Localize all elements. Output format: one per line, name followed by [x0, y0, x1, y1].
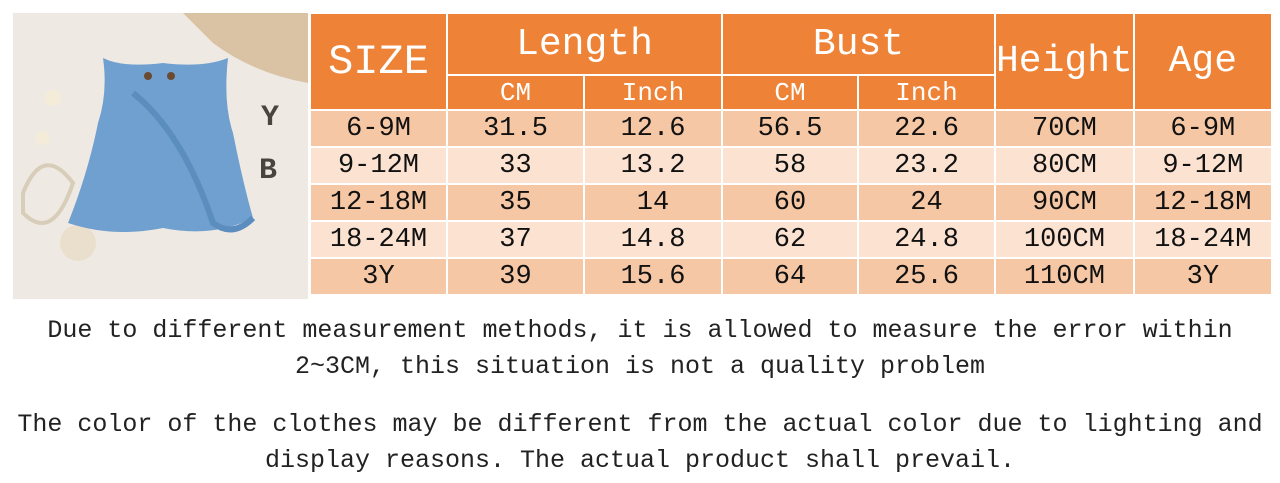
header-cell: Bust — [721, 12, 996, 76]
table-cell: 24.8 — [857, 220, 996, 259]
table-row: 18-24M 37 14.8 62 24.8 100CM 18-24M — [309, 220, 1273, 259]
subheader-cell: Inch — [583, 74, 723, 111]
table-cell: 37 — [446, 220, 585, 259]
subheader-row: CM Inch CM Inch — [310, 74, 1272, 111]
header-cell: Age — [1132, 12, 1273, 111]
table-cell: 31.5 — [446, 109, 585, 148]
table-cell: 6-9M — [309, 109, 448, 148]
table-row: 6-9M 31.5 12.6 56.5 22.6 70CM 6-9M — [309, 109, 1273, 148]
table-cell: 15.6 — [583, 257, 723, 296]
table-cell: 14 — [583, 183, 723, 222]
table-cell: 22.6 — [857, 109, 996, 148]
note: The color of the clothes may be differen… — [17, 410, 1263, 475]
table-cell: 90CM — [994, 183, 1135, 222]
table-cell: 62 — [721, 220, 859, 259]
table-row: 3Y 39 15.6 64 25.6 110CM 3Y — [309, 257, 1273, 296]
table-cell: 14.8 — [583, 220, 723, 259]
table-cell: 58 — [721, 146, 859, 185]
header-cell: SIZE — [309, 12, 448, 111]
table-cell: 25.6 — [857, 257, 996, 296]
header-cell: Length — [446, 12, 723, 76]
table-cell: 80CM — [994, 146, 1135, 185]
table-cell: 9-12M — [309, 146, 448, 185]
table-cell: 12-18M — [309, 183, 448, 222]
header-cell: Height — [994, 12, 1135, 111]
note: Due to different measurement methods, it… — [47, 316, 1233, 381]
table-cell: 60 — [721, 183, 859, 222]
table-cell: 18-24M — [309, 220, 448, 259]
product-photo: Y B — [13, 13, 308, 299]
table-cell: 100CM — [994, 220, 1135, 259]
table-cell: 12.6 — [583, 109, 723, 148]
table-cell: 56.5 — [721, 109, 859, 148]
table-cell: 12-18M — [1132, 183, 1273, 222]
subheader-cell: Inch — [857, 74, 996, 111]
table-cell: 13.2 — [583, 146, 723, 185]
table-cell: 23.2 — [857, 146, 996, 185]
svg-text:Y: Y — [261, 101, 279, 135]
table-cell: 70CM — [994, 109, 1135, 148]
table-cell: 3Y — [1132, 257, 1273, 296]
table-cell: 110CM — [994, 257, 1135, 296]
table-cell: 3Y — [309, 257, 448, 296]
table-row: 12-18M 35 14 60 24 90CM 12-18M — [309, 183, 1273, 222]
table-cell: 33 — [446, 146, 585, 185]
table-cell: 35 — [446, 183, 585, 222]
svg-text:B: B — [259, 154, 277, 188]
table-row: 9-12M 33 13.2 58 23.2 80CM 9-12M — [309, 146, 1273, 185]
size-table: SIZE Length Bust Height Age CM Inch CM Inch 6-9M 3… — [309, 12, 1273, 296]
table-cell: 6-9M — [1132, 109, 1273, 148]
table-cell: 18-24M — [1132, 220, 1273, 259]
subheader-cell: CM — [446, 74, 585, 111]
table-cell: 39 — [446, 257, 585, 296]
subheader-cell: CM — [721, 74, 859, 111]
header-row: SIZE Length Bust Height Age — [309, 12, 1273, 111]
table-cell: 9-12M — [1132, 146, 1273, 185]
table-cell: 64 — [721, 257, 859, 296]
table-cell: 24 — [857, 183, 996, 222]
